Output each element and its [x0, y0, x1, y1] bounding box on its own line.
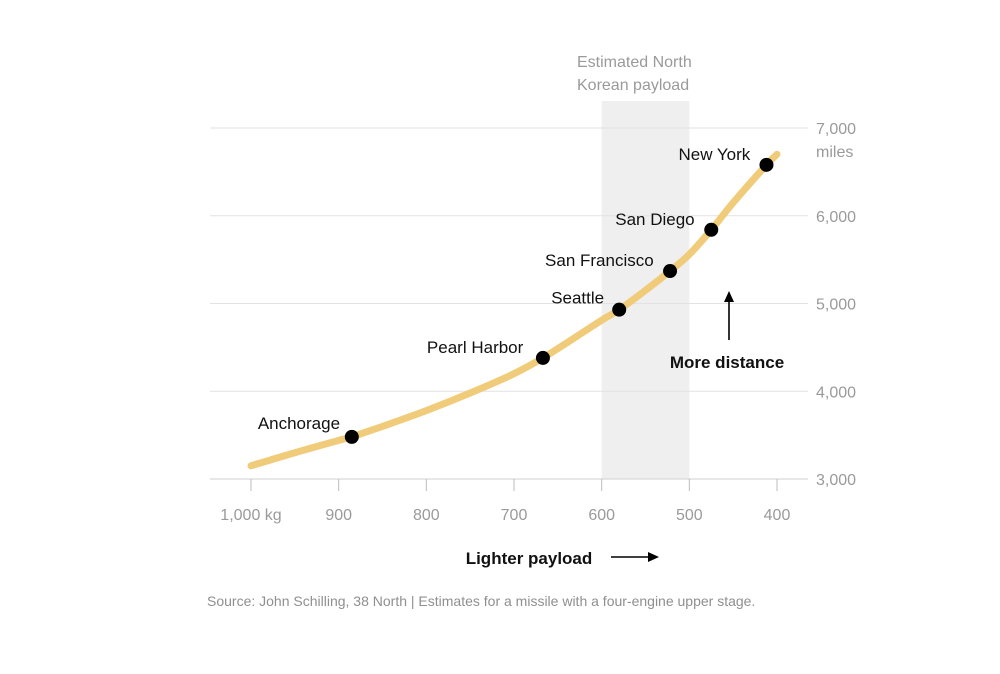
x-tick-label: 500 — [676, 507, 703, 524]
payload-arrow-head — [648, 552, 659, 562]
annotations: More distance Lighter payload Source: John… — [207, 291, 784, 609]
shaded-band-label: Estimated North Korean payload — [577, 54, 692, 94]
city-point — [344, 429, 359, 444]
city-point — [663, 264, 678, 279]
axes: 7,000 6,000 5,000 4,000 3,000 miles 1,000 kg 90… — [220, 121, 856, 524]
x-tick-label: 400 — [764, 507, 791, 524]
city-label: Seattle — [551, 289, 604, 308]
x-tick-label: 700 — [501, 507, 528, 524]
y-unit-label: miles — [816, 144, 853, 161]
city-point — [704, 222, 719, 237]
x-tick-label: 1,000 kg — [220, 507, 281, 524]
city-label: Pearl Harbor — [427, 338, 524, 357]
city-point — [759, 157, 774, 172]
shaded-band-label-line: Estimated North — [577, 54, 692, 71]
y-tick-label: 6,000 — [816, 209, 856, 226]
y-tick-label: 5,000 — [816, 297, 856, 314]
city-point — [612, 302, 627, 317]
gridlines — [210, 127, 808, 480]
y-tick-label: 3,000 — [816, 472, 856, 489]
city-point — [535, 350, 550, 365]
y-tick-label: 7,000 — [816, 121, 856, 138]
city-label: San Francisco — [545, 251, 654, 270]
city-points: Anchorage Pearl Harbor Seattle San Francisc… — [258, 145, 774, 444]
x-direction-label: Lighter payload — [466, 549, 593, 568]
y-tick-label: 4,000 — [816, 384, 856, 401]
city-label: San Diego — [615, 210, 694, 229]
y-direction-label: More distance — [670, 353, 784, 372]
source-note: Source: John Schilling, 38 North | Estim… — [207, 593, 755, 609]
x-tick-label: 600 — [588, 507, 615, 524]
city-label: New York — [678, 145, 750, 164]
city-label: Anchorage — [258, 414, 340, 433]
distance-arrow-head — [724, 291, 734, 302]
x-tick-label: 900 — [325, 507, 352, 524]
shaded-band-label-line: Korean payload — [577, 77, 689, 94]
x-tick-label: 800 — [413, 507, 440, 524]
